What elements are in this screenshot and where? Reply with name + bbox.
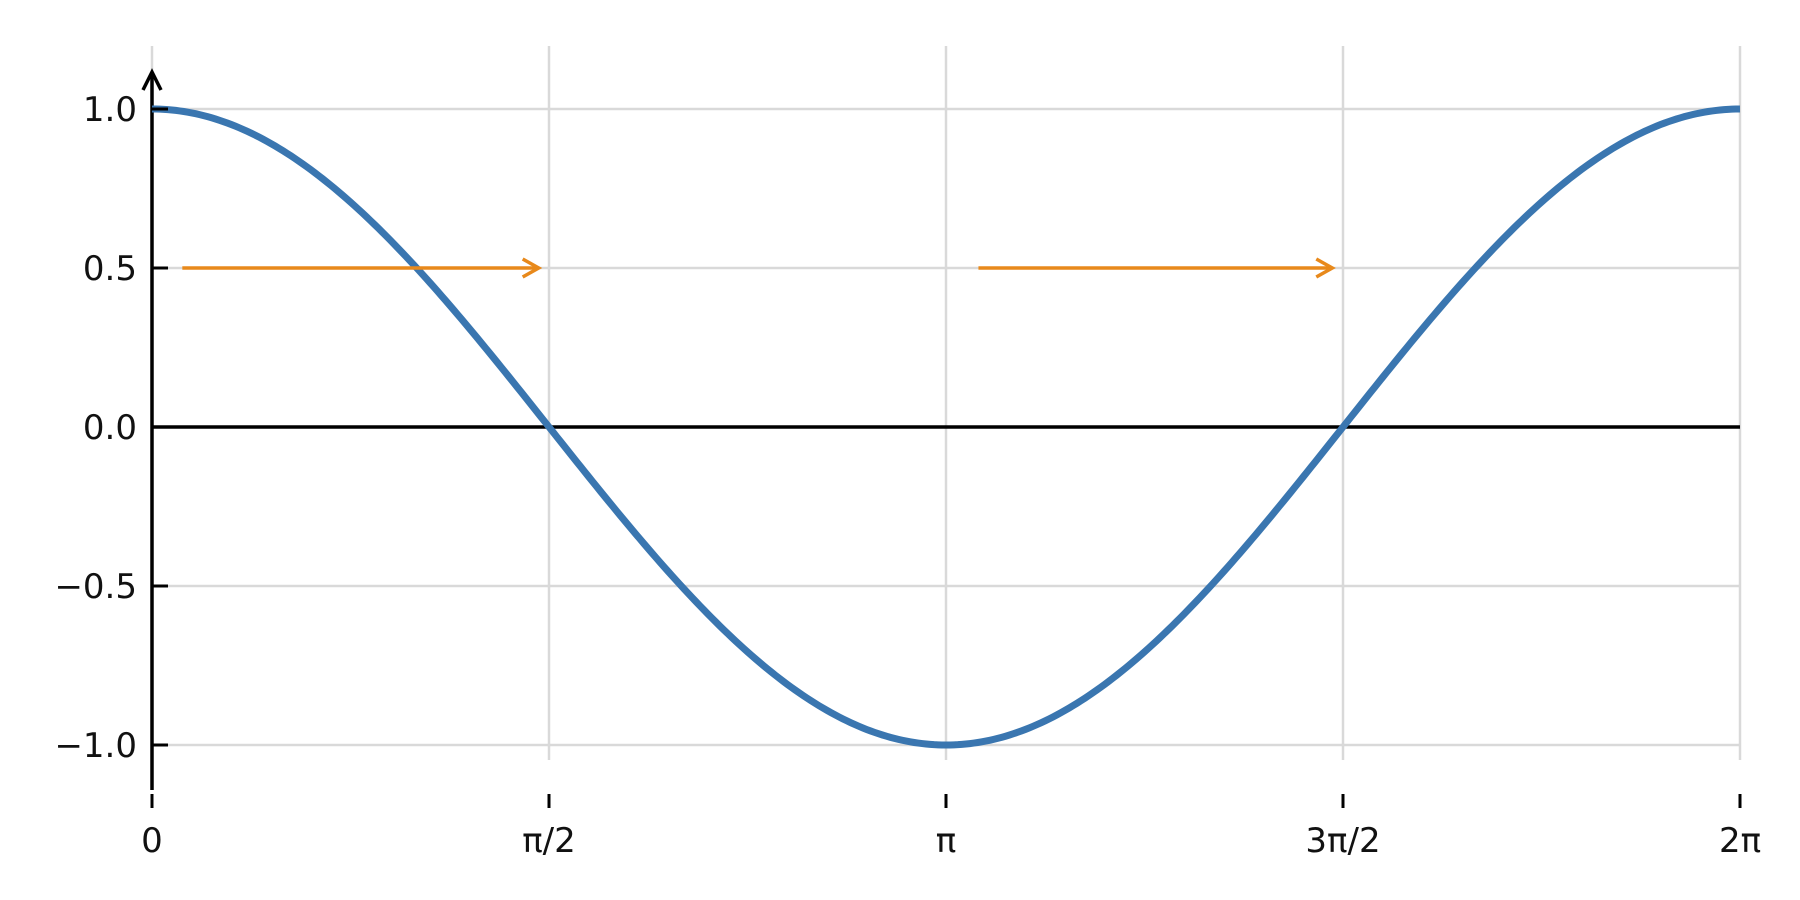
y-tick-label: 1.0: [83, 90, 137, 130]
y-tick-label: 0.5: [83, 249, 137, 289]
x-tick-label: π/2: [522, 821, 576, 861]
annotations: [182, 257, 1336, 279]
annotation-arrowhead-2: [1315, 257, 1336, 279]
ticks: 0 π/2 π 3π/2 2π 1.0 0.5 0.0 −0.5 −1.0: [54, 90, 1761, 861]
grid-lines: [150, 46, 1742, 760]
annotation-arrowhead-1: [521, 257, 543, 279]
y-tick-label: 0.0: [83, 408, 137, 448]
x-tick-label: 0: [141, 821, 163, 861]
x-tick-label: π: [936, 821, 956, 861]
y-tick-label: −1.0: [54, 726, 137, 766]
y-axis-arrowhead: [141, 68, 163, 91]
y-tick-label: −0.5: [54, 567, 137, 607]
axes: [141, 68, 1740, 790]
x-tick-label: 3π/2: [1305, 821, 1380, 861]
x-tick-label: 2π: [1719, 821, 1761, 861]
